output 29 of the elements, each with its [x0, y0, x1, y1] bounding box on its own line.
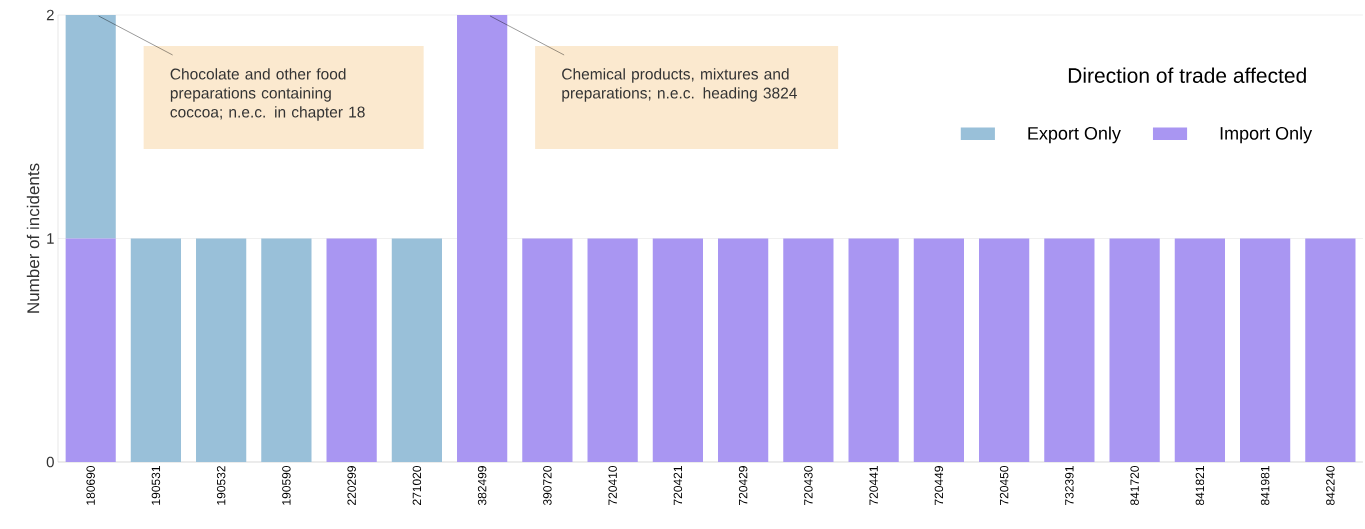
x-tick-label: 390720 [543, 465, 552, 506]
x-tick-label: 720410 [608, 465, 617, 505]
x-tick-label: 382499 [477, 466, 487, 506]
x-tick-label: 190531 [151, 466, 161, 505]
y-tick-label: 2 [46, 9, 54, 21]
annotation: Chocolate and other food preparations containing coccoa; n.e.c. in chapter 18 [170, 68, 365, 121]
x-tick-label: 720450 [999, 465, 1009, 505]
y-tick-label: 0 [46, 456, 54, 468]
y-tick-label: 1 [47, 233, 54, 244]
annotation: Chemical products, mixtures and preparations; n.e.c. heading 3824 [562, 68, 797, 102]
x-tick-label: 720449 [934, 466, 944, 505]
x-tick-label: 842240 [1326, 465, 1335, 506]
x-tick-label: 732391 [1065, 466, 1074, 505]
legend-title: Direction of trade affected [1068, 67, 1306, 83]
legend-label: Export Only [1028, 126, 1121, 144]
x-tick-label: 841981 [1260, 466, 1270, 506]
x-tick-label: 220299 [347, 466, 356, 505]
x-tick-label: 190532 [216, 466, 226, 505]
x-tick-label: 841821 [1195, 466, 1205, 506]
x-tick-label: 271020 [412, 465, 422, 505]
x-tick-label: 720421 [673, 466, 683, 505]
y-axis-title: Number of incidents [26, 163, 40, 313]
legend-label: Import Only [1220, 126, 1313, 144]
x-tick-label: 720441 [869, 466, 878, 505]
x-tick-label: 720430 [804, 465, 813, 505]
x-tick-label: 720429 [738, 466, 748, 505]
x-tick-label: 190590 [282, 465, 291, 505]
x-tick-label: 180690 [86, 465, 95, 505]
x-tick-label: 841720 [1130, 465, 1139, 506]
